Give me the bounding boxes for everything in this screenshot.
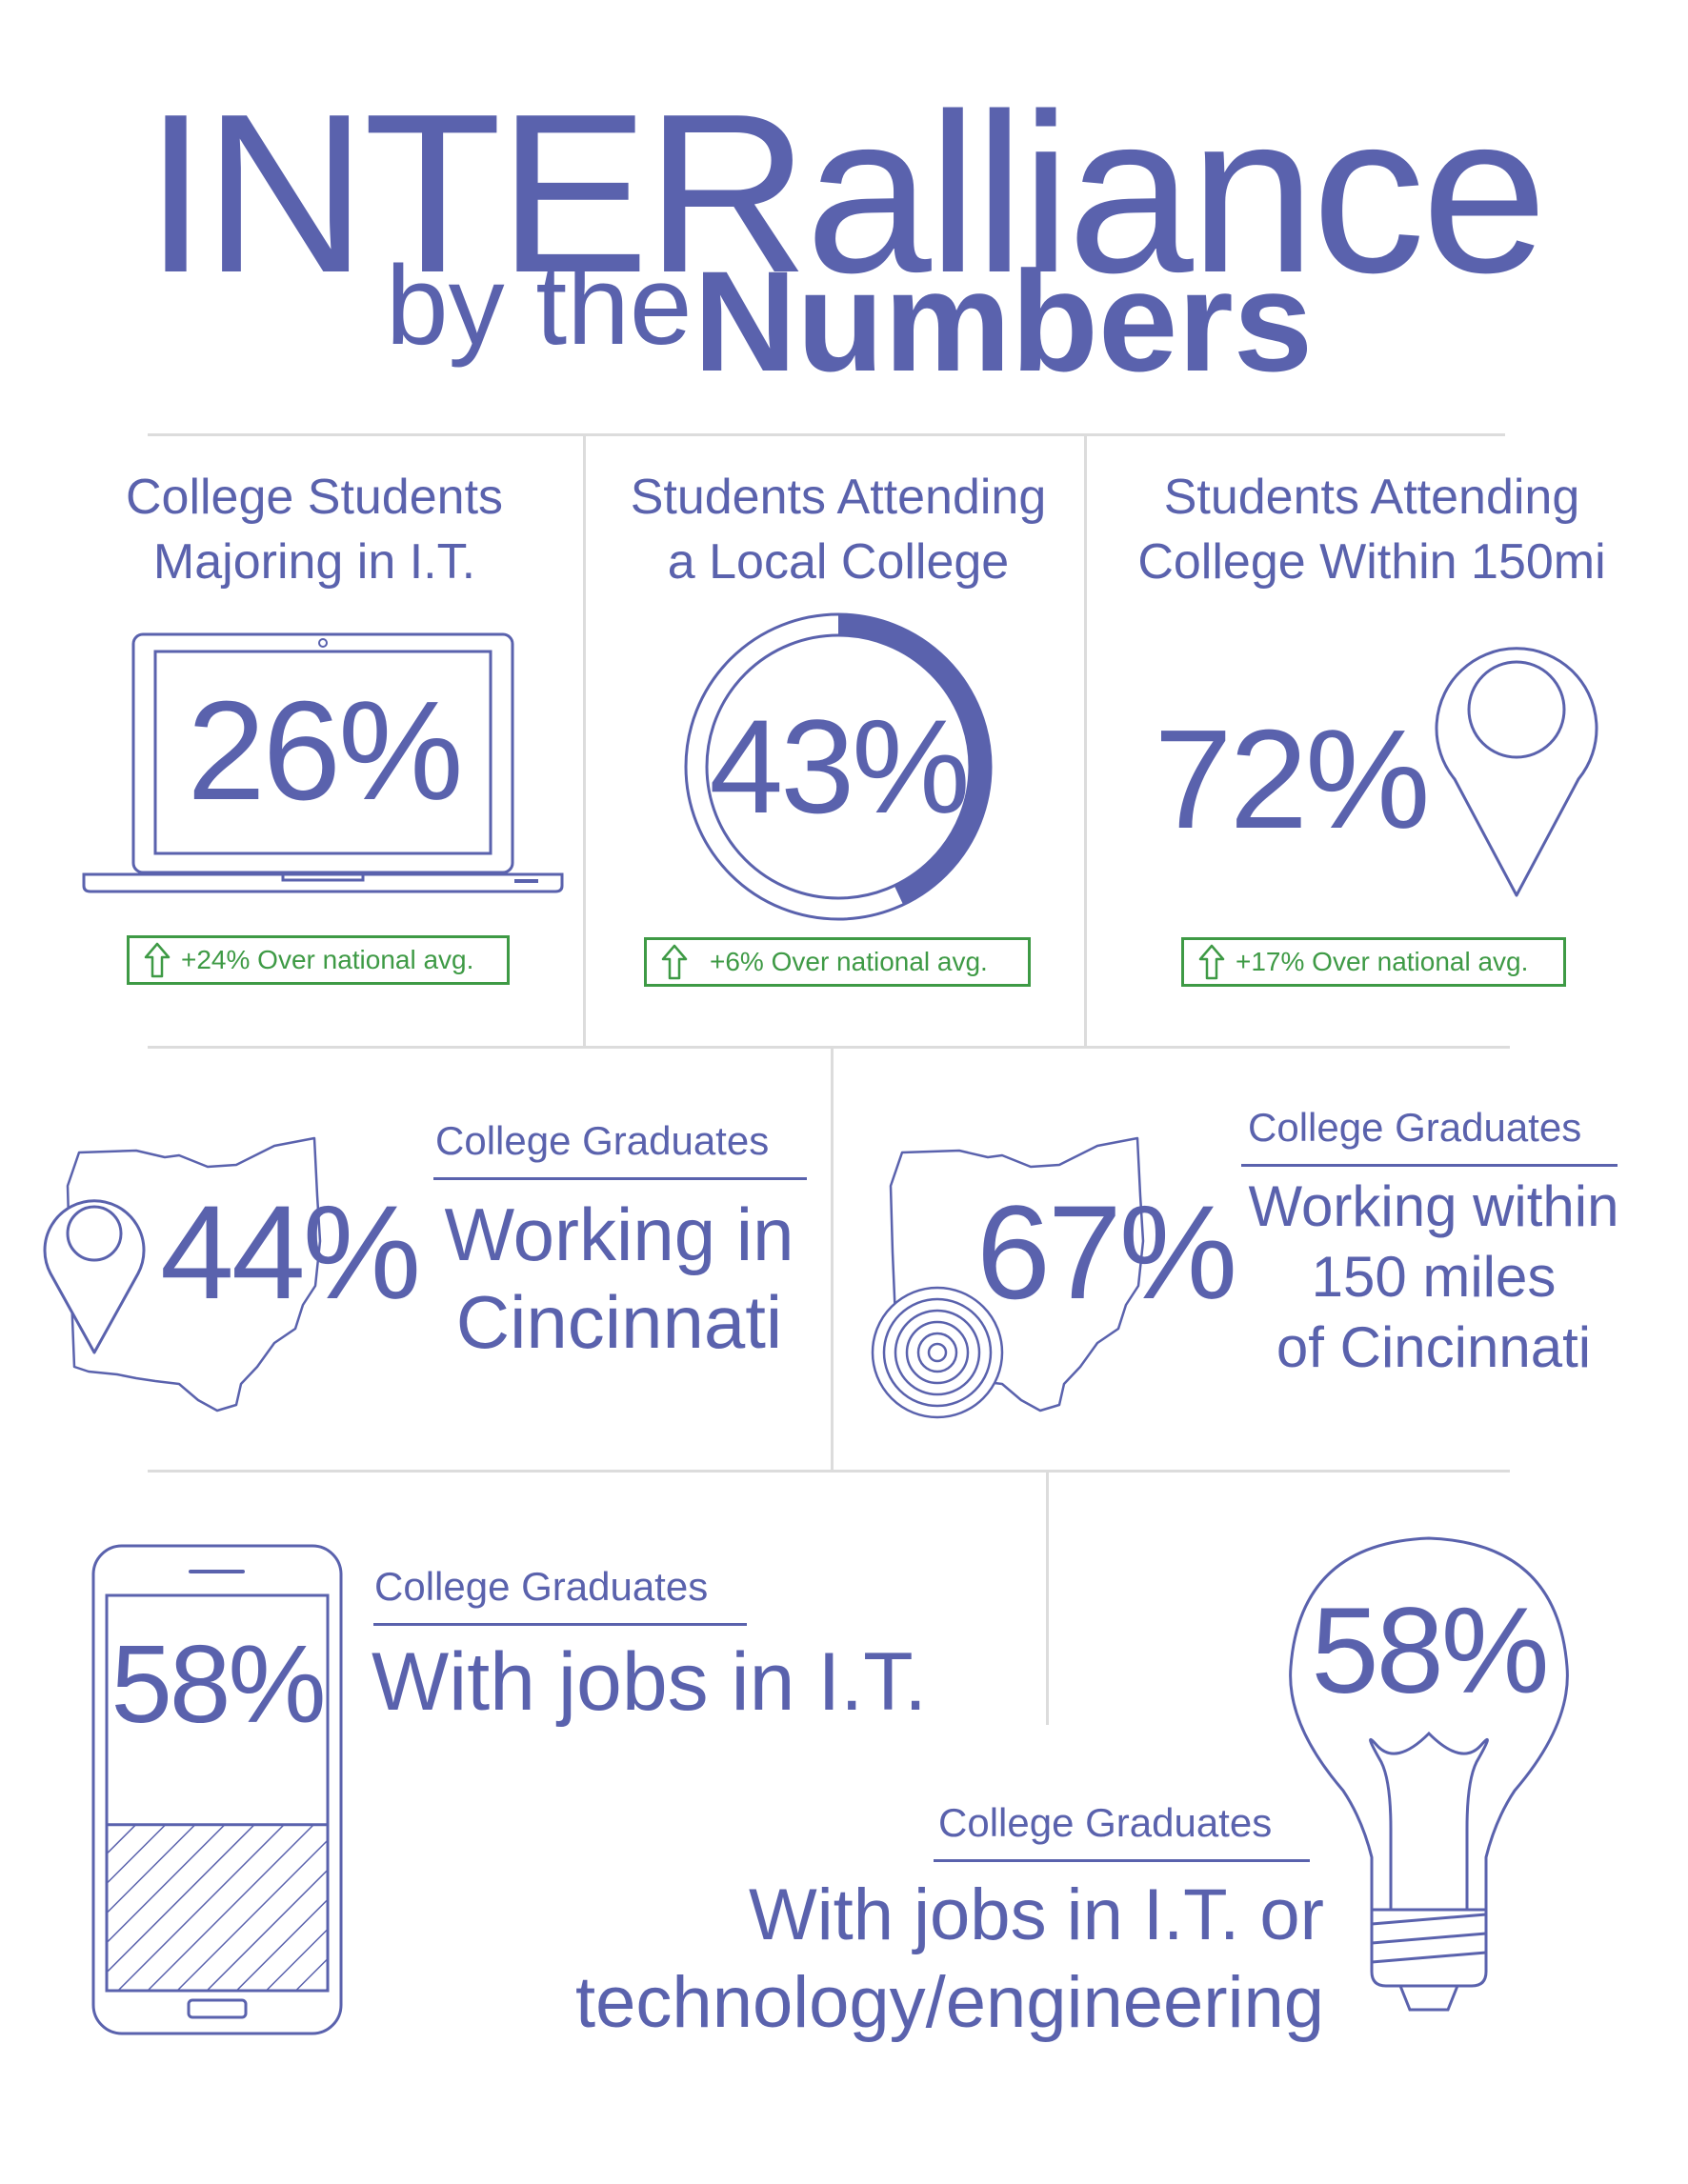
stat-label-line: College Within 150mi [1137, 534, 1606, 590]
divider [1046, 1473, 1049, 1725]
heading-rule [373, 1623, 747, 1626]
stat-value: 43% [709, 691, 970, 841]
stat-label: Students Attending a Local College [591, 465, 1086, 594]
stat-description-line: Working within [1248, 1174, 1619, 1238]
stat-description: Working in Cincinnati [410, 1191, 829, 1366]
section-heading: College Graduates [938, 1800, 1273, 1845]
stat-description: Working within 150 miles of Cincinnati [1229, 1172, 1638, 1383]
divider [148, 1046, 1510, 1049]
divider [831, 1049, 834, 1471]
badge-text: +24% Over national avg. [181, 945, 474, 974]
stat-description-line: With jobs in I.T. or [749, 1874, 1324, 1955]
progress-arc [838, 614, 991, 905]
national-avg-badge: +17% Over national avg. [1181, 937, 1566, 987]
section-heading: College Graduates [374, 1564, 709, 1609]
divider [148, 433, 1505, 436]
stat-value: 58% [1311, 1583, 1549, 1719]
stat-description-line: Cincinnati [455, 1280, 783, 1364]
ohio-map-radius-icon [871, 1136, 1145, 1419]
stat-label-line: College Students [125, 470, 504, 525]
stat-description-line: technology/engineering [575, 1962, 1324, 2043]
stat-value: 44% [160, 1177, 421, 1327]
page-subtitle-prefix: by the [386, 243, 693, 369]
badge-text: +6% Over national avg. [710, 947, 988, 976]
stat-label-line: Students Attending [630, 470, 1047, 525]
stat-label: College Students Majoring in I.T. [57, 465, 572, 594]
divider [583, 436, 586, 1046]
lightbulb-icon [1289, 1536, 1569, 2012]
arrow-up-icon [661, 944, 688, 980]
section-heading: College Graduates [435, 1118, 770, 1163]
divider [1084, 436, 1087, 1046]
stat-label: Students Attending College Within 150mi [1095, 465, 1648, 594]
stat-label-line: a Local College [667, 534, 1010, 590]
heading-rule [1241, 1164, 1618, 1167]
progress-ring-icon [684, 612, 993, 921]
arrow-up-icon [144, 942, 171, 978]
stat-value: 67% [976, 1177, 1237, 1327]
stat-description-line: Working in [444, 1192, 794, 1276]
page-title: INTERalliance [144, 68, 1547, 320]
stat-value: 58% [111, 1622, 326, 1746]
map-pin-icon [1435, 647, 1598, 897]
national-avg-badge: +24% Over national avg. [127, 935, 510, 985]
national-avg-badge: +6% Over national avg. [644, 937, 1031, 987]
fill-hatch [107, 1824, 328, 1991]
heading-rule [433, 1177, 807, 1180]
stat-card-it-majors: College Students Majoring in I.T. [57, 457, 572, 991]
heading-rule [934, 1859, 1310, 1862]
stat-value: 26% [187, 672, 463, 830]
stat-value: 72% [1154, 701, 1430, 858]
arrow-up-icon [1198, 944, 1225, 980]
stat-label-line: Students Attending [1163, 470, 1580, 525]
badge-text: +17% Over national avg. [1236, 947, 1529, 976]
stat-description-line: of Cincinnati [1276, 1315, 1592, 1379]
page-subtitle: Numbers [693, 241, 1314, 401]
section-heading: College Graduates [1248, 1105, 1582, 1150]
smartphone-icon [91, 1544, 343, 2035]
stat-description-line: 150 miles [1311, 1245, 1557, 1309]
stat-label-line: Majoring in I.T. [152, 534, 476, 590]
stat-description: With jobs in I.T. or technology/engineer… [533, 1872, 1324, 2047]
laptop-icon [82, 632, 564, 893]
ohio-map-pin-icon [43, 1136, 322, 1413]
stat-description: With jobs in I.T. [372, 1636, 928, 1728]
divider [148, 1470, 1510, 1473]
